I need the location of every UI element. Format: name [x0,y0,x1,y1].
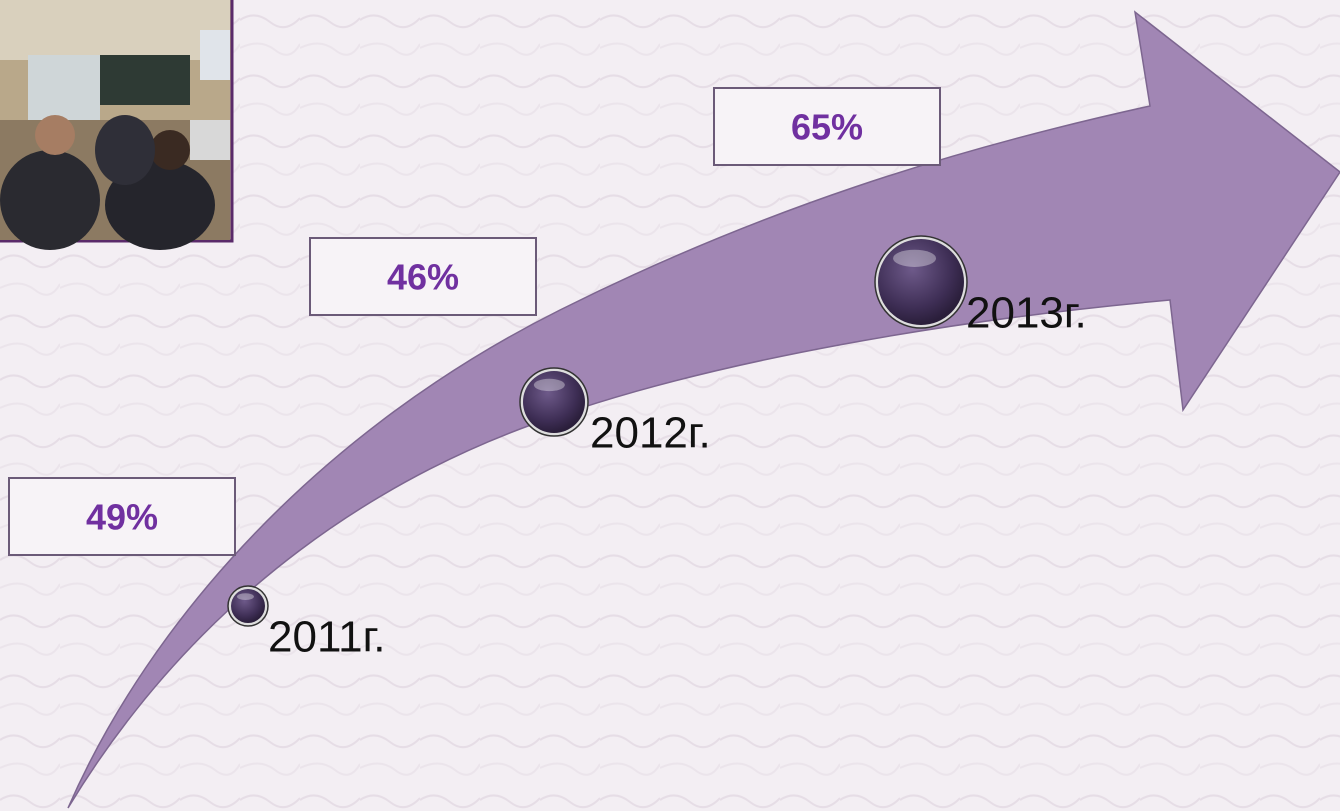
slide: 49% 2011г. 46% 2012г. 65% 2013г. [0,0,1340,811]
milestone-shine [534,379,565,391]
photo [0,0,232,250]
page: 49%2011г.46%2012г.65%2013г. (() => { con… [0,0,1340,811]
percent-label: 46% [387,257,459,298]
year-label: 2013г. [966,289,1087,338]
milestone-shine [237,593,254,600]
percent-label: 65% [791,107,863,148]
percent-label: 49% [86,497,158,538]
year-label: 2012г. [590,409,711,458]
milestone-shine [893,250,936,267]
year-label: 2011г. [268,613,386,662]
